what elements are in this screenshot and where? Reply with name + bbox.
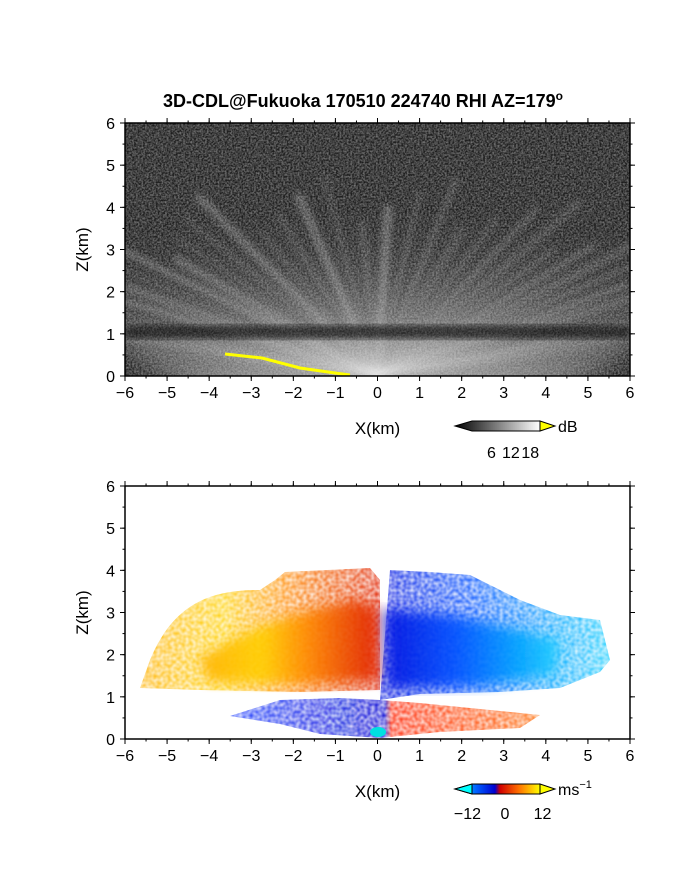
colorbar-tick-label: 12: [502, 445, 520, 462]
y-axis-label: Z(km): [73, 227, 92, 271]
velocity-colorbar: ms−1 −12 0 12: [453, 779, 592, 823]
x-tick-label: 4: [541, 748, 550, 765]
colorbar-gray: [453, 420, 541, 432]
y-tick-label: 1: [106, 690, 115, 707]
x-tick-label: −1: [326, 748, 344, 765]
y-axis-label: Z(km): [73, 590, 92, 634]
x-tick-label: 1: [415, 748, 424, 765]
x-tick-label: −4: [200, 385, 218, 402]
y-tick-label: 2: [106, 648, 115, 665]
velocity-image: [125, 486, 630, 739]
x-tick-label: 0: [373, 748, 382, 765]
colorbar2-ticks: −12 0 12: [454, 806, 552, 823]
reflectivity-axes: −6 −5 −4 −3 −2 −1 0 1 2 3 4 5 6 0 1 2 3 4 5 6 X(km) Z(km): [73, 116, 635, 438]
x-tick-label: −4: [200, 748, 218, 765]
x-tick-label: 5: [583, 385, 592, 402]
y-tick-label: 4: [106, 563, 115, 580]
y-tick-label: 3: [106, 243, 115, 260]
x-tick-label: 6: [626, 385, 635, 402]
x-tick-label: −3: [242, 385, 260, 402]
x-axis-label: X(km): [355, 782, 400, 801]
x-tick-label: −6: [116, 748, 134, 765]
colorbar-tick-label: −12: [454, 806, 481, 823]
chart-title: 3D-CDL@Fukuoka 170510 224740 RHI AZ=179o: [163, 89, 563, 111]
colorbar-tick-label: 0: [501, 806, 510, 823]
reflectivity-image: [125, 123, 630, 376]
x-tick-label: −6: [116, 385, 134, 402]
y-tick-label: 0: [106, 732, 115, 749]
colorbar1-ticks: 6 12 18: [487, 445, 539, 462]
x-tick-label: 3: [499, 385, 508, 402]
velocity-axes: −6 −5 −4 −3 −2 −1 0 1 2 3 4 5 6 0 1 2 3 4 5 6 X(km) Z(km): [73, 479, 635, 801]
ground-echo: [224, 352, 351, 376]
y-tick-label: 1: [106, 327, 115, 344]
x-tick-label: 0: [373, 385, 382, 402]
y-tick-label: 5: [106, 158, 115, 175]
x-tick-label: −5: [158, 748, 176, 765]
colorbar-tick-label: 12: [534, 806, 552, 823]
y-tick-label: 5: [106, 521, 115, 538]
x-tick-label: −2: [284, 748, 302, 765]
y-tick-label: 2: [106, 285, 115, 302]
x-tick-label: 1: [415, 385, 424, 402]
x-tick-label: −1: [326, 385, 344, 402]
reflectivity-panel: −6 −5 −4 −3 −2 −1 0 1 2 3 4 5 6 0 1 2 3 4 5 6 X(km) Z(km): [73, 116, 635, 438]
x-tick-label: 6: [626, 748, 635, 765]
colorbar-over-vel: [539, 783, 557, 795]
y-tick-label: 0: [106, 369, 115, 386]
colorbar1-unit: dB: [558, 419, 578, 436]
x-tick-label: −3: [242, 748, 260, 765]
y-tick-label: 6: [106, 479, 115, 496]
y-tick-label: 3: [106, 606, 115, 623]
x-tick-label: 3: [499, 748, 508, 765]
x-axis-label: X(km): [355, 419, 400, 438]
x-tick-label: −2: [284, 385, 302, 402]
colorbar-over: [539, 420, 557, 432]
colorbar2-unit: ms−1: [558, 779, 592, 799]
x-tick-label: 5: [583, 748, 592, 765]
x-tick-label: −5: [158, 385, 176, 402]
y-tick-label: 6: [106, 116, 115, 133]
colorbar-under-vel: [453, 783, 473, 795]
reflectivity-colorbar: dB 6 12 18: [453, 419, 578, 462]
colorbar-tick-label: 18: [521, 445, 539, 462]
x-tick-label: 2: [457, 385, 466, 402]
doppler-velocity-panel: −6 −5 −4 −3 −2 −1 0 1 2 3 4 5 6 0 1 2 3 4 5 6 X(km) Z(km): [73, 479, 635, 801]
colorbar-tick-label: 6: [487, 445, 496, 462]
x-tick-label: 4: [541, 385, 550, 402]
y-tick-label: 4: [106, 200, 115, 217]
title-degree: o: [556, 89, 563, 103]
x-tick-label: 2: [457, 748, 466, 765]
